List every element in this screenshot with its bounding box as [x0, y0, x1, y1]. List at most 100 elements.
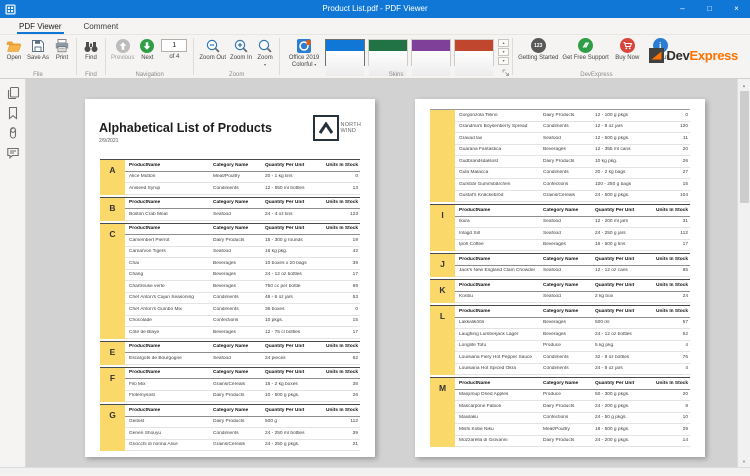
table-cell: 24 - 8 oz jars: [595, 366, 654, 371]
table-cell: Seafood: [213, 356, 265, 361]
find-group-label: Find: [77, 72, 105, 78]
zoom-out-label: Zoom Out: [199, 55, 226, 62]
table-cell: 12 - 200 ml jars: [595, 219, 654, 224]
table-cell: Jack's New England Clam Chowder: [455, 268, 543, 273]
skin-swatch-red[interactable]: [454, 39, 494, 66]
table-cell: 18 - 500 g pkgs.: [595, 427, 654, 432]
page-thumbnails-icon[interactable]: [6, 86, 20, 100]
report-date: 2/9/2021: [99, 138, 118, 144]
table-row: Carnarvon TigersSeafood16 kg pkg.42: [125, 247, 360, 259]
northwind-logo: NORTH WIND: [313, 115, 361, 141]
table-row: Genen ShouyuCondiments24 - 250 ml bottle…: [125, 428, 360, 440]
table-cell: 10 - 500 g pkgs.: [265, 393, 324, 398]
section-rows: ProductNameCategory NameQuantity Per Uni…: [455, 378, 690, 447]
column-header: Units In Stock: [324, 370, 360, 375]
zoom-dropdown-button[interactable]: Zoom ▾: [254, 37, 276, 68]
close-button[interactable]: ×: [723, 0, 750, 18]
letter-cell: F: [100, 368, 125, 403]
gallery-dropdown-button[interactable]: ▼: [498, 57, 509, 65]
skin-selector-button[interactable]: Office 2019 Colorful ▾: [283, 37, 325, 70]
table-cell: 31: [654, 219, 690, 224]
column-header: Units In Stock: [654, 309, 690, 314]
skins-gallery: ▲ ▼ ▼: [325, 37, 509, 66]
print-button[interactable]: Print: [51, 37, 73, 63]
table-section: EProductNameCategory NameQuantity Per Un…: [100, 341, 360, 365]
save-as-button[interactable]: Save As: [25, 37, 51, 63]
column-header: Units In Stock: [324, 344, 360, 349]
table-cell: Meat/Poultry: [213, 174, 265, 179]
swatch-color-bar: [412, 40, 450, 51]
table-cell: 24 - 12 oz bottles: [265, 272, 324, 277]
vertical-scrollbar[interactable]: ▲ ▼: [737, 79, 750, 467]
table-cell: 104: [654, 193, 690, 198]
open-button[interactable]: Open: [3, 37, 25, 63]
devexpress-group-label: DevExpress: [513, 72, 680, 78]
letter-cell: G: [100, 405, 125, 451]
getting-started-button[interactable]: 123 Getting Started: [516, 37, 560, 63]
find-button[interactable]: Find: [80, 37, 102, 63]
attachments-icon[interactable]: [6, 126, 20, 140]
get-free-support-button[interactable]: Get Free Support: [560, 37, 610, 63]
table-header-row: ProductNameCategory NameQuantity Per Uni…: [455, 280, 690, 292]
save-as-icon: [30, 38, 46, 54]
letter-cell: L: [430, 306, 455, 375]
page-number-input[interactable]: 1: [161, 39, 187, 52]
column-header: Category Name: [543, 309, 595, 314]
gallery-scroll-up-button[interactable]: ▲: [498, 39, 509, 47]
table-cell: Boston Crab Meat: [125, 212, 213, 217]
table-section: BProductNameCategory NameQuantity Per Un…: [100, 197, 360, 221]
section-rows: Gorgonzola TelinoDairy Products12 - 100 …: [455, 110, 690, 202]
skin-swatch-purple[interactable]: [411, 39, 451, 66]
northwind-logo-icon: [313, 115, 339, 141]
previous-button[interactable]: Previous: [109, 37, 136, 63]
zoom-in-button[interactable]: Zoom In: [228, 37, 254, 63]
table-cell: 16 - 2 kg boxes: [265, 382, 324, 387]
bookmarks-icon[interactable]: [6, 106, 20, 120]
horizontal-scrollbar[interactable]: [0, 467, 750, 475]
swatch-color-bar: [455, 40, 493, 51]
scroll-up-button[interactable]: ▲: [738, 79, 750, 91]
table-cell: 24 - 200 g pkgs.: [595, 438, 654, 443]
table-cell: 11: [654, 136, 690, 141]
table-header-row: ProductNameCategory NameQuantity Per Uni…: [125, 160, 360, 172]
document-area[interactable]: Alphabetical List of Products 2/9/2021 N…: [26, 79, 737, 467]
table-cell: Lakkalikööri: [455, 320, 543, 325]
zoom-out-button[interactable]: Zoom Out: [197, 37, 228, 63]
open-label: Open: [7, 55, 22, 62]
comments-icon[interactable]: [6, 146, 20, 160]
table-cell: Flotemysost: [125, 393, 213, 398]
zoom-group-label: Zoom: [194, 72, 279, 78]
gallery-scroll-down-button[interactable]: ▼: [498, 48, 509, 56]
skin-swatch-blue[interactable]: [325, 39, 365, 66]
table-cell: 4: [654, 366, 690, 371]
table-cell: Beverages: [213, 330, 265, 335]
next-button[interactable]: Next: [136, 37, 158, 63]
main-area: Alphabetical List of Products 2/9/2021 N…: [0, 79, 750, 467]
column-header: Category Name: [543, 283, 595, 288]
tab-comment[interactable]: Comment: [73, 19, 130, 34]
minimize-button[interactable]: –: [669, 0, 696, 18]
table-cell: Dairy Products: [213, 419, 265, 424]
products-table-page1: AProductNameCategory NameQuantity Per Un…: [100, 159, 360, 453]
maximize-button[interactable]: □: [696, 0, 723, 18]
column-header: Category Name: [213, 408, 265, 413]
table-cell: 112: [654, 231, 690, 236]
buy-now-button[interactable]: Buy Now: [611, 37, 644, 63]
scrollbar-thumb[interactable]: [740, 91, 749, 203]
column-header: Quantity Per Unit: [595, 381, 654, 386]
skin-swatch-green[interactable]: [368, 39, 408, 66]
zoom-icon: [257, 38, 273, 54]
table-cell: 36 boxes: [265, 307, 324, 312]
skins-dialog-launcher-icon[interactable]: [502, 69, 510, 77]
zoom-out-icon: [205, 38, 221, 54]
scroll-down-button[interactable]: ▼: [738, 455, 750, 467]
section-rows: ProductNameCategory NameQuantity Per Uni…: [125, 405, 360, 451]
table-cell: 500 g: [265, 419, 324, 424]
table-cell: Dairy Products: [543, 113, 595, 118]
tab-pdf-viewer[interactable]: PDF Viewer: [8, 19, 73, 34]
column-header: Quantity Per Unit: [595, 208, 654, 213]
table-cell: Chocolade: [125, 318, 213, 323]
column-header: ProductName: [455, 283, 543, 288]
table-cell: Grains/Cereals: [543, 193, 595, 198]
table-cell: 750 cc per bottle: [265, 284, 324, 289]
